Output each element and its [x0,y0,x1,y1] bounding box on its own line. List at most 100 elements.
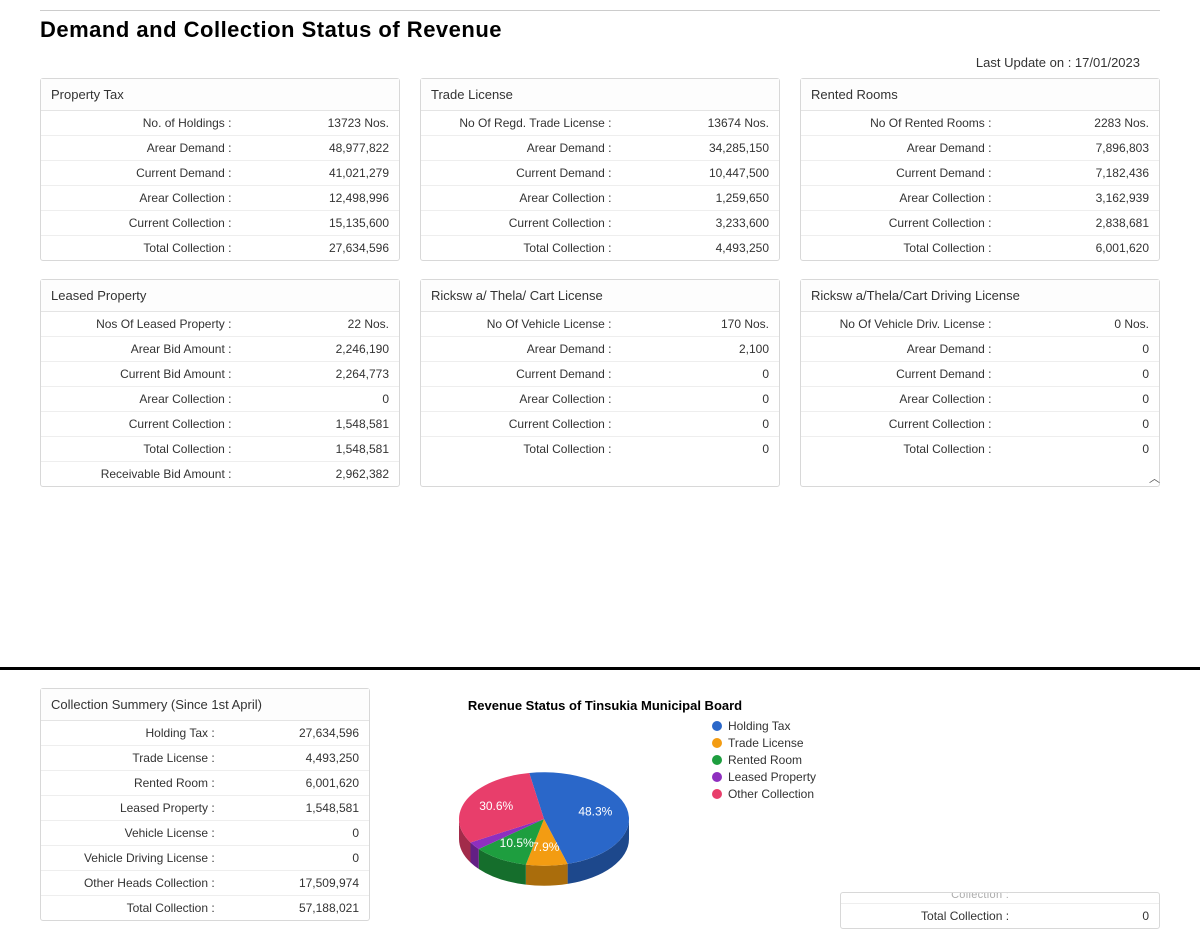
row-value [1019,893,1159,904]
section-divider [0,667,1200,670]
table-row: No Of Vehicle Driv. License :0 Nos. [801,312,1159,337]
row-label: Arear Demand : [421,337,621,362]
legend-item: Leased Property [712,770,816,784]
table-row: Arear Collection :0 [801,387,1159,412]
row-label: Arear Collection : [41,387,241,412]
pie-legend: Holding Tax Trade License Rented Room Lease… [712,719,816,804]
row-label: Arear Collection : [801,387,1001,412]
row-value: 2,246,190 [241,337,399,362]
row-value: 27,634,596 [241,236,399,261]
panel-r2-0-title: Leased Property [41,280,399,312]
table-row: Arear Demand :7,896,803 [801,136,1159,161]
bottom-right-panel: Collection :Total Collection :0 [840,892,1160,929]
row-value: 48,977,822 [241,136,399,161]
panel-r1-2-title: Rented Rooms [801,79,1159,111]
row-value: 3,233,600 [621,211,779,236]
legend-dot-icon [712,772,722,782]
row-label: Arear Demand : [801,136,1001,161]
table-row: Arear Collection :1,259,650 [421,186,779,211]
legend-label: Rented Room [728,753,802,767]
row-label: Current Collection : [801,211,1001,236]
row-value: 1,259,650 [621,186,779,211]
table-row: Total Collection :57,188,021 [41,896,369,921]
row-label: Current Collection : [41,211,241,236]
row-value: 0 [1001,412,1159,437]
panel-r2-1-title: Ricksw a/ Thela/ Cart License [421,280,779,312]
pie-side [526,864,568,886]
row-value: 0 [1001,387,1159,412]
row-value: 2,962,382 [241,462,399,487]
panel-r1-0-table: No. of Holdings :13723 Nos.Arear Demand … [41,111,399,260]
row-value: 41,021,279 [241,161,399,186]
table-row: No. of Holdings :13723 Nos. [41,111,399,136]
last-update: Last Update on : 17/01/2023 [40,55,1160,70]
bottom-right-panel-table: Collection :Total Collection :0 [841,893,1159,928]
row-label: No Of Regd. Trade License : [421,111,621,136]
table-row: Rented Room :6,001,620 [41,771,369,796]
table-row: Vehicle License :0 [41,821,369,846]
table-row: Arear Bid Amount :2,246,190 [41,337,399,362]
panel-r2-2-title: Ricksw a/Thela/Cart Driving License [801,280,1159,312]
table-row: Total Collection :27,634,596 [41,236,399,261]
legend-dot-icon [712,755,722,765]
table-row: Arear Demand :34,285,150 [421,136,779,161]
row-value: 4,493,250 [621,236,779,261]
row-value: 0 [621,387,779,412]
row-label: Collection : [841,893,1019,904]
table-row: Total Collection :0 [801,437,1159,462]
table-row: Arear Collection :0 [421,387,779,412]
table-row: Nos Of Leased Property :22 Nos. [41,312,399,337]
pie-pct-label: 10.5% [500,836,534,850]
row-label: Arear Bid Amount : [41,337,241,362]
table-row: Trade License :4,493,250 [41,746,369,771]
row-label: Current Collection : [421,211,621,236]
row-label: Other Heads Collection : [41,871,225,896]
table-row: Receivable Bid Amount :2,962,382 [41,462,399,487]
table-row: Total Collection :0 [421,437,779,462]
row-value: 6,001,620 [225,771,369,796]
row-label: Current Demand : [421,362,621,387]
row-value: 7,896,803 [1001,136,1159,161]
table-row: Current Collection :0 [801,412,1159,437]
table-row: Arear Demand :48,977,822 [41,136,399,161]
row-value: 0 [225,846,369,871]
legend-item: Holding Tax [712,719,816,733]
row-value: 2,264,773 [241,362,399,387]
table-row: Current Demand :0 [801,362,1159,387]
last-update-date: 17/01/2023 [1075,55,1140,70]
row-value: 7,182,436 [1001,161,1159,186]
row-label: Receivable Bid Amount : [41,462,241,487]
row-value: 15,135,600 [241,211,399,236]
row-label: Rented Room : [41,771,225,796]
row-label: Leased Property : [41,796,225,821]
legend-dot-icon [712,738,722,748]
legend-item: Trade License [712,736,816,750]
row-label: No Of Vehicle Driv. License : [801,312,1001,337]
table-row: Current Collection :15,135,600 [41,211,399,236]
row-label: Total Collection : [801,437,1001,462]
panel-row-1: Property TaxNo. of Holdings :13723 Nos.A… [40,78,1160,261]
table-row: Arear Collection :0 [41,387,399,412]
pie-chart-title: Revenue Status of Tinsukia Municipal Boa… [390,698,820,713]
table-row: Total Collection :4,493,250 [421,236,779,261]
row-value: 3,162,939 [1001,186,1159,211]
legend-item: Other Collection [712,787,816,801]
collection-summary-panel-table: Holding Tax :27,634,596Trade License :4,… [41,721,369,920]
table-row: Current Collection :0 [421,412,779,437]
legend-dot-icon [712,721,722,731]
legend-label: Trade License [728,736,804,750]
row-value: 0 [1001,437,1159,462]
row-label: Current Demand : [421,161,621,186]
collection-summary-panel-title: Collection Summery (Since 1st April) [41,689,369,721]
pie-pct-label: 7.9% [532,840,560,854]
chevron-up-icon[interactable]: ︿ [1149,470,1160,486]
row-label: Nos Of Leased Property : [41,312,241,337]
row-value: 0 Nos. [1001,312,1159,337]
table-row: Total Collection :6,001,620 [801,236,1159,261]
legend-label: Leased Property [728,770,816,784]
table-row: Total Collection :1,548,581 [41,437,399,462]
row-label: Total Collection : [421,437,621,462]
row-value: 170 Nos. [621,312,779,337]
row-value: 27,634,596 [225,721,369,746]
panel-r1-1: Trade LicenseNo Of Regd. Trade License :… [420,78,780,261]
